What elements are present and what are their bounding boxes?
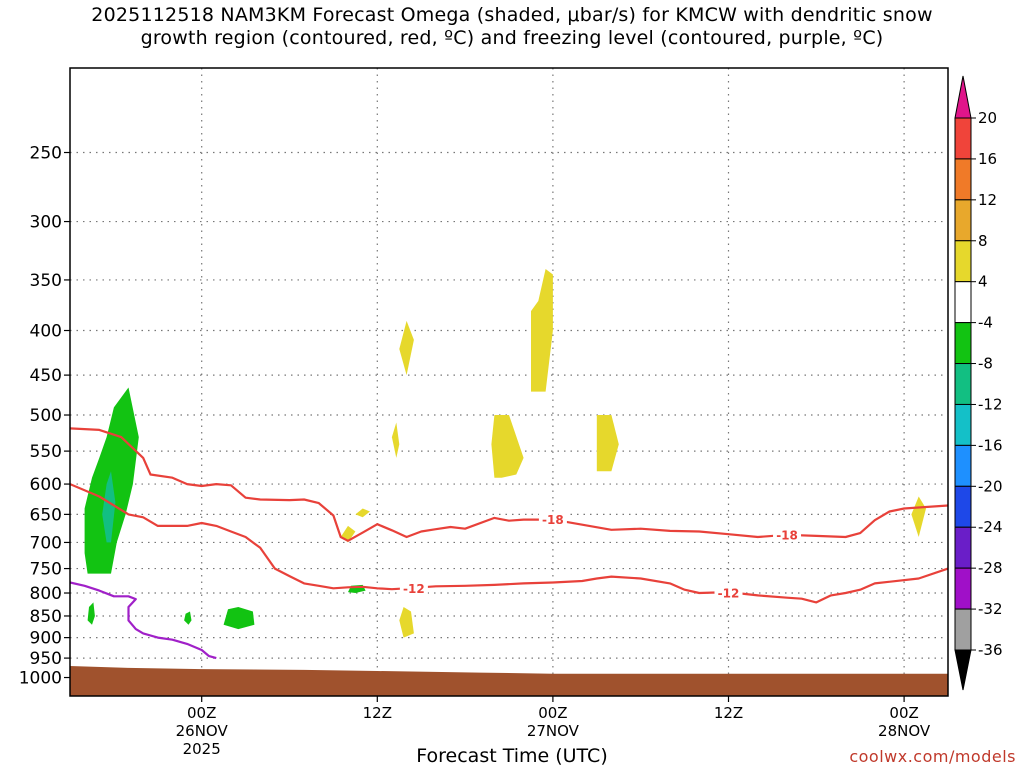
ytick-label-1000: 1000 xyxy=(19,669,62,689)
credit-text: coolwx.com/models xyxy=(849,747,1016,766)
omega-region-10 xyxy=(399,607,414,638)
colorbar-label-2: 12 xyxy=(978,191,997,209)
ytick-label-500: 500 xyxy=(30,406,62,426)
omega-region-9 xyxy=(391,422,400,458)
ytick-label-850: 850 xyxy=(30,607,62,627)
colorbar-segment-12 xyxy=(954,608,972,651)
terrain-layer xyxy=(70,666,948,696)
colorbar-segment-2 xyxy=(954,199,972,242)
colorbar-label-11: -28 xyxy=(978,559,1003,577)
contour-layer: -18 -18 -12 -12 xyxy=(70,427,948,660)
ytick-label-300: 300 xyxy=(30,213,62,233)
grid-layer xyxy=(70,68,948,696)
omega-fill-layer xyxy=(84,269,926,638)
contour-label-1-1: -12 xyxy=(718,587,740,601)
omega-region-3 xyxy=(184,611,192,625)
ytick-label-750: 750 xyxy=(30,560,62,580)
omega-region-14 xyxy=(911,496,926,537)
colorbar-segment-10 xyxy=(954,526,972,569)
colorbar-bottom-arrow xyxy=(954,649,972,691)
omega-region-7 xyxy=(355,508,370,518)
contour-label-1-0: -12 xyxy=(403,582,425,596)
plot-frame xyxy=(69,67,949,697)
colorbar-top-arrow xyxy=(954,75,972,119)
colorbar-label-1: 16 xyxy=(978,150,997,168)
omega-region-1 xyxy=(102,471,116,543)
axis-layer: 2503003504004505005506006507007508008509… xyxy=(19,144,931,758)
colorbar-label-4: 4 xyxy=(978,273,988,291)
ytick-label-400: 400 xyxy=(30,322,62,342)
ytick-label-900: 900 xyxy=(30,629,62,649)
xtick-label-18: 12Z xyxy=(363,704,392,722)
colorbar-label-13: -36 xyxy=(978,641,1003,659)
chart-title-line2: growth region (contoured, red, ºC) and f… xyxy=(140,27,884,49)
contour-label-bg xyxy=(714,585,743,601)
omega-region-2 xyxy=(87,602,95,625)
colorbar-segment-11 xyxy=(954,567,972,610)
contour-label-0-1: -18 xyxy=(776,528,798,542)
ytick-label-800: 800 xyxy=(30,584,62,604)
xtick-date-54: 28NOV xyxy=(878,722,931,740)
xtick-date-6: 26NOV xyxy=(176,722,229,740)
colorbar-segment-1 xyxy=(954,158,972,201)
contour-label-bg xyxy=(538,511,567,527)
xtick-date-30: 27NOV xyxy=(527,722,580,740)
chart-title-line1: 2025112518 NAM3KM Forecast Omega (shaded… xyxy=(91,4,933,26)
colorbar-label-12: -32 xyxy=(978,600,1003,618)
x-axis-title: Forecast Time (UTC) xyxy=(416,745,608,767)
terrain-fill xyxy=(70,666,948,696)
xtick-label-54: 00Z xyxy=(889,704,918,722)
colorbar-segment-0 xyxy=(954,117,972,160)
colorbar-label-3: 8 xyxy=(978,232,988,250)
colorbar-segment-5 xyxy=(954,322,972,365)
colorbar-segment-9 xyxy=(954,485,972,528)
colorbar-label-9: -20 xyxy=(978,477,1003,495)
dgz-contour-1 xyxy=(70,483,948,604)
colorbar-segment-8 xyxy=(954,444,972,487)
colorbar-label-5: -4 xyxy=(978,314,993,332)
omega-region-8 xyxy=(399,320,414,376)
xtick-label-42: 12Z xyxy=(714,704,743,722)
colorbar-label-10: -24 xyxy=(978,518,1003,536)
xtick-year-6: 2025 xyxy=(183,740,221,758)
ytick-label-550: 550 xyxy=(30,442,62,462)
xtick-label-30: 00Z xyxy=(538,704,567,722)
ytick-label-650: 650 xyxy=(30,505,62,525)
omega-region-11 xyxy=(491,415,524,478)
ytick-label-950: 950 xyxy=(30,649,62,669)
colorbar-segment-4 xyxy=(954,281,972,324)
ytick-label-250: 250 xyxy=(30,144,62,164)
colorbar-label-6: -8 xyxy=(978,355,993,373)
contour-label-0-0: -18 xyxy=(542,513,564,527)
xtick-label-6: 00Z xyxy=(187,704,216,722)
colorbar-segment-6 xyxy=(954,363,972,405)
contour-label-bg xyxy=(399,580,428,596)
omega-region-12 xyxy=(531,269,553,392)
chart-title: 2025112518 NAM3KM Forecast Omega (shaded… xyxy=(0,4,1024,50)
colorbar-segment-3 xyxy=(954,240,972,283)
ytick-label-350: 350 xyxy=(30,271,62,291)
omega-region-4 xyxy=(223,607,255,630)
colorbar-label-0: 20 xyxy=(978,109,997,127)
freezing-level-contour xyxy=(70,581,217,660)
colorbar-segment-7 xyxy=(954,403,972,446)
contour-label-bg xyxy=(773,526,802,542)
colorbar-label-8: -16 xyxy=(978,436,1003,454)
colorbar-label-7: -12 xyxy=(978,395,1003,413)
ytick-label-600: 600 xyxy=(30,475,62,495)
colorbar: 20 16 12 8 4 -4 -8 -12 -16 -20 -24 -28 -32 -36 xyxy=(954,75,1003,691)
ytick-label-700: 700 xyxy=(30,533,62,553)
ytick-label-450: 450 xyxy=(30,366,62,386)
omega-region-13 xyxy=(596,415,619,472)
